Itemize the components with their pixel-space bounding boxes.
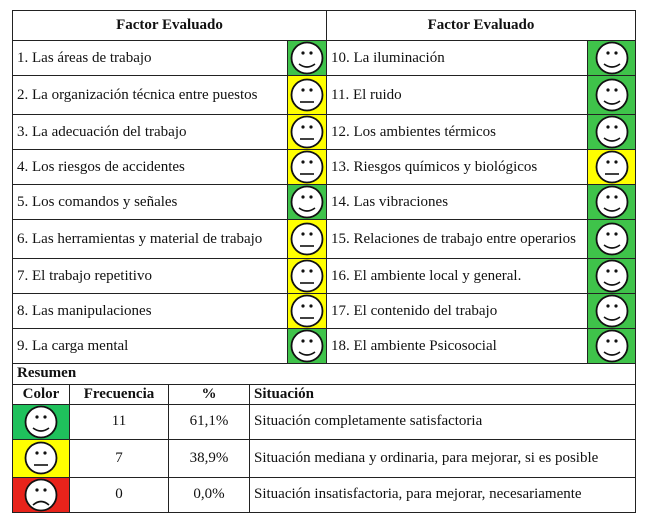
rating-cell [287,75,327,115]
happy-face-icon [595,115,628,149]
factor-label: 7. El trabajo repetitivo [12,258,288,294]
summary-row: 0 0,0% Situación insatisfactoria, para mej… [12,476,637,513]
rating-cell [587,114,636,150]
happy-face-icon [595,185,628,219]
factor-label: 13. Riesgos químicos y biológicos [326,149,588,185]
factor-label: 15. Relaciones de trabajo entre operario… [326,219,588,259]
sad-face-icon [24,478,58,511]
rating-cell [287,328,327,364]
happy-face-icon [290,329,324,363]
factor-label: 5. Los comandos y señales [12,184,288,220]
color-cell [12,403,70,440]
rating-cell [587,149,636,185]
percent-value: 38,9% [168,438,250,478]
summary-table: Resumen Color Frecuencia % Situación 11 6… [11,364,637,513]
factor-label: 1. Las áreas de trabajo [12,40,288,76]
percent-value: 61,1% [168,403,250,440]
factor-table: Factor Evaluado Factor Evaluado 1. Las á… [12,10,636,364]
rating-cell [287,114,327,150]
factor-label: 10. La iluminación [326,40,588,76]
rating-cell [587,328,636,364]
neutral-face-icon [24,441,58,475]
frequency-value: 7 [69,438,169,478]
factor-row: 1. Las áreas de trabajo 10. La iluminació… [12,40,636,76]
header-right: Factor Evaluado [326,10,636,41]
evaluation-table-container: Factor Evaluado Factor Evaluado 1. Las á… [11,10,637,513]
rating-cell [287,40,327,76]
col-frequency: Frecuencia [69,383,169,405]
rating-cell [587,293,636,329]
summary-title: Resumen [11,364,637,385]
factor-label: 6. Las herramientas y material de trabaj… [12,219,288,259]
color-cell [12,476,70,513]
factor-label: 16. El ambiente local y general. [326,258,588,294]
factor-label: 8. Las manipulaciones [12,293,288,329]
rating-cell [287,184,327,220]
neutral-face-icon [290,150,324,184]
factor-label: 12. Los ambientes térmicos [326,114,588,150]
factor-row: 2. La organización técnica entre puestos… [12,75,636,115]
neutral-face-icon [595,150,628,184]
factor-row: 7. El trabajo repetitivo 16. El ambiente … [12,258,636,294]
percent-value: 0,0% [168,476,250,513]
color-cell [12,438,70,478]
frequency-value: 0 [69,476,169,513]
factor-label: 4. Los riesgos de accidentes [12,149,288,185]
factor-row: 6. Las herramientas y material de trabaj… [12,219,636,259]
frequency-value: 11 [69,403,169,440]
rating-cell [287,149,327,185]
happy-face-icon [595,294,628,328]
factor-label: 14. Las vibraciones [326,184,588,220]
happy-face-icon [595,222,628,256]
factor-row: 8. Las manipulaciones 17. El contenido de… [12,293,636,329]
neutral-face-icon [290,78,324,112]
happy-face-icon [595,259,628,293]
neutral-face-icon [290,115,324,149]
rating-cell [587,75,636,115]
neutral-face-icon [290,222,324,256]
factor-row: 9. La carga mental 18. El ambiente Psicos… [12,328,636,364]
happy-face-icon [24,405,58,438]
happy-face-icon [290,185,324,219]
happy-face-icon [595,329,628,363]
col-situation: Situación [248,383,637,405]
happy-face-icon [595,41,628,75]
factor-row: 4. Los riesgos de accidentes 13. Riesgos … [12,149,636,185]
situation-text: Situación mediana y ordinaria, para mejo… [248,438,637,478]
neutral-face-icon [290,294,324,328]
rating-cell [587,40,636,76]
factor-row: 5. Los comandos y señales 14. Las vibraci… [12,184,636,220]
neutral-face-icon [290,259,324,293]
col-percent: % [168,383,250,405]
summary-row: 7 38,9% Situación mediana y ordinaria, par… [12,438,637,478]
col-color: Color [12,383,70,405]
rating-cell [587,219,636,259]
factor-label: 18. El ambiente Psicosocial [326,328,588,364]
rating-cell [287,293,327,329]
rating-cell [587,184,636,220]
rating-cell [587,258,636,294]
factor-label: 9. La carga mental [12,328,288,364]
factor-label: 3. La adecuación del trabajo [12,114,288,150]
header-left: Factor Evaluado [12,10,327,41]
factor-row: 3. La adecuación del trabajo 12. Los ambi… [12,114,636,150]
factor-label: 11. El ruido [326,75,588,115]
situation-text: Situación completamente satisfactoria [248,403,637,440]
factor-label: 17. El contenido del trabajo [326,293,588,329]
happy-face-icon [290,41,324,75]
happy-face-icon [595,78,628,112]
rating-cell [287,258,327,294]
situation-text: Situación insatisfactoria, para mejorar,… [248,476,637,513]
factor-label: 2. La organización técnica entre puestos [12,75,288,115]
rating-cell [287,219,327,259]
summary-row: 11 61,1% Situación completamente satisfact… [12,403,637,440]
